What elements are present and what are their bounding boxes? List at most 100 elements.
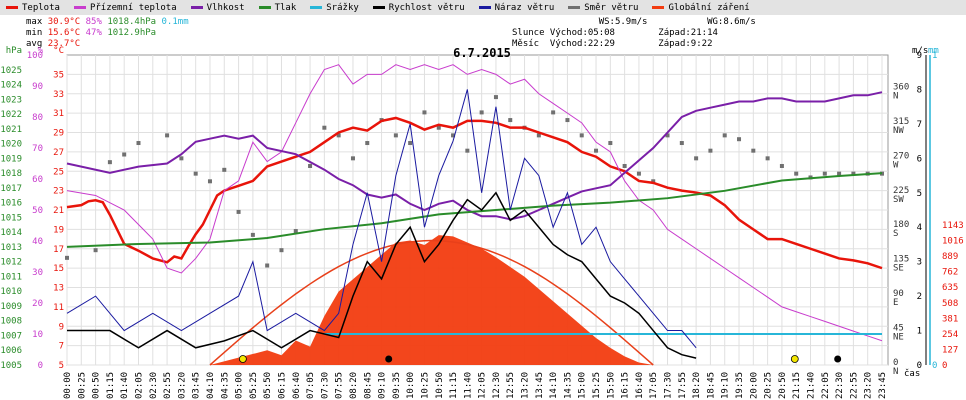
stat-min-hum: 47% <box>85 28 102 38</box>
y-tick-percent: 30 <box>32 268 43 278</box>
legend-label: Teplota <box>22 2 60 13</box>
legend-label: Přízemní teplota <box>89 2 177 13</box>
x-tick-label: 18:45 <box>706 372 716 399</box>
y-tick-hpa: 1021 <box>0 125 22 135</box>
dir-tick-label: 225 <box>893 186 909 196</box>
wm2-tick-label: 381 <box>942 314 958 324</box>
legend-item: Přízemní teplota <box>73 2 177 13</box>
y-tick-hpa: 1013 <box>0 243 22 253</box>
y-tick-celsius: 19 <box>53 225 64 235</box>
wind-direction-point <box>508 118 513 123</box>
wind-direction-point <box>565 118 570 123</box>
wind-direction-point <box>594 148 599 153</box>
wind-direction-point <box>308 163 313 168</box>
moonrise-marker <box>834 355 842 363</box>
x-tick-label: 18:20 <box>692 372 702 399</box>
wind-direction-point <box>794 171 799 176</box>
y-tick-celsius: 27 <box>53 148 64 158</box>
stat-max-temp: 30.9°C <box>47 17 81 27</box>
wind-direction-point <box>236 209 241 214</box>
y-tick-celsius: 29 <box>53 129 64 139</box>
x-tick-label: 04:35 <box>220 372 230 399</box>
dir-compass-label: E <box>893 298 898 308</box>
y-tick-celsius: 7 <box>59 342 64 352</box>
wind-direction-point <box>293 229 298 234</box>
ms-tick-label: 5 <box>917 189 922 199</box>
stat-min-temp: 15.6°C <box>47 28 81 38</box>
x-tick-label: 04:10 <box>206 372 216 399</box>
wind-direction-point <box>93 248 98 253</box>
wind-direction-point <box>608 141 613 146</box>
y-tick-celsius: 11 <box>53 303 64 313</box>
x-tick-label: 21:40 <box>807 372 817 399</box>
wm2-tick-label: 0 <box>942 361 947 371</box>
wm2-tick-label: 889 <box>942 252 958 262</box>
sun-moon-block: WS:5.9m/s WG:8.6m/s Slunce Východ:05:08 … <box>512 17 756 50</box>
legend-swatch <box>372 6 385 9</box>
x-tick-label: 16:40 <box>635 372 645 399</box>
mm-axis-label: mm <box>928 46 939 56</box>
wind-summary: WS:5.9m/s WG:8.6m/s <box>512 17 756 27</box>
legend-label: Rychlost větru <box>388 2 465 13</box>
y-tick-celsius: 31 <box>53 109 64 119</box>
wind-direction-point <box>279 248 284 253</box>
wind-direction-point <box>751 148 756 153</box>
y-tick-hpa: 1006 <box>0 346 22 356</box>
dir-compass-label: SE <box>893 264 904 274</box>
ms-axis-label: m/s <box>912 46 928 56</box>
stat-min-label: min <box>26 28 43 38</box>
y-tick-celsius: 21 <box>53 206 64 216</box>
chart-title: 6.7.2015 <box>453 46 511 60</box>
sunrise-marker <box>238 355 247 363</box>
wind-direction-point <box>365 141 370 146</box>
x-tick-label: 17:05 <box>649 372 659 399</box>
y-tick-hpa: 1012 <box>0 258 22 268</box>
wind-direction-point <box>622 163 627 168</box>
x-tick-label: 02:30 <box>149 372 159 399</box>
wind-direction-point <box>837 171 842 176</box>
y-tick-percent: 0 <box>38 361 43 371</box>
wind-direction-point <box>451 133 456 138</box>
stat-avg-temp: 23.7°C <box>47 39 81 49</box>
wind-direction-point <box>250 232 255 237</box>
wind-direction-point <box>679 141 684 146</box>
x-tick-label: 15:25 <box>592 372 602 399</box>
legend-item: Tlak <box>258 3 296 13</box>
dir-compass-label: N <box>893 91 898 101</box>
y-tick-celsius: 23 <box>53 187 64 197</box>
wind-direction-point <box>779 163 784 168</box>
wm2-tick-label: 762 <box>942 268 958 278</box>
legend-swatch <box>6 6 18 9</box>
wind-direction-point <box>207 179 212 184</box>
y-tick-hpa: 1010 <box>0 287 22 297</box>
y-tick-percent: 100 <box>27 51 43 61</box>
wind-direction-point <box>350 156 355 161</box>
y-tick-percent: 40 <box>32 237 43 247</box>
x-tick-label: 19:35 <box>735 372 745 399</box>
wm2-tick-label: 127 <box>942 345 958 355</box>
wm2-tick-label: 254 <box>942 330 958 340</box>
wind-direction-point <box>322 125 327 130</box>
wind-direction-point <box>265 263 270 268</box>
axis-label-percent: % <box>38 46 44 56</box>
wind-direction-point <box>436 125 441 130</box>
dir-compass-label: S <box>893 229 898 239</box>
ms-tick-label: 7 <box>917 120 922 130</box>
legend-label: Vlhkost <box>206 2 245 13</box>
wind-direction-point <box>636 171 641 176</box>
y-tick-percent: 10 <box>32 330 43 340</box>
sun-times: Slunce Východ:05:08 Západ:21:14 <box>512 28 718 38</box>
wind-direction-point <box>551 110 556 115</box>
legend-label: Náraz větru <box>494 2 555 13</box>
wind-direction-point <box>165 133 170 138</box>
dir-tick-label: 360 <box>893 82 909 92</box>
x-tick-label: 02:05 <box>134 372 144 399</box>
series-line-přízemní-teplota <box>66 64 883 342</box>
legend-swatch <box>568 6 581 9</box>
wind-direction-point <box>336 133 341 138</box>
stat-max-rain: 0.1mm <box>161 17 189 27</box>
x-tick-label: 10:25 <box>420 372 430 399</box>
x-tick-label: 15:50 <box>606 372 616 399</box>
legend-swatch <box>190 6 203 9</box>
wind-direction-point <box>737 137 742 142</box>
